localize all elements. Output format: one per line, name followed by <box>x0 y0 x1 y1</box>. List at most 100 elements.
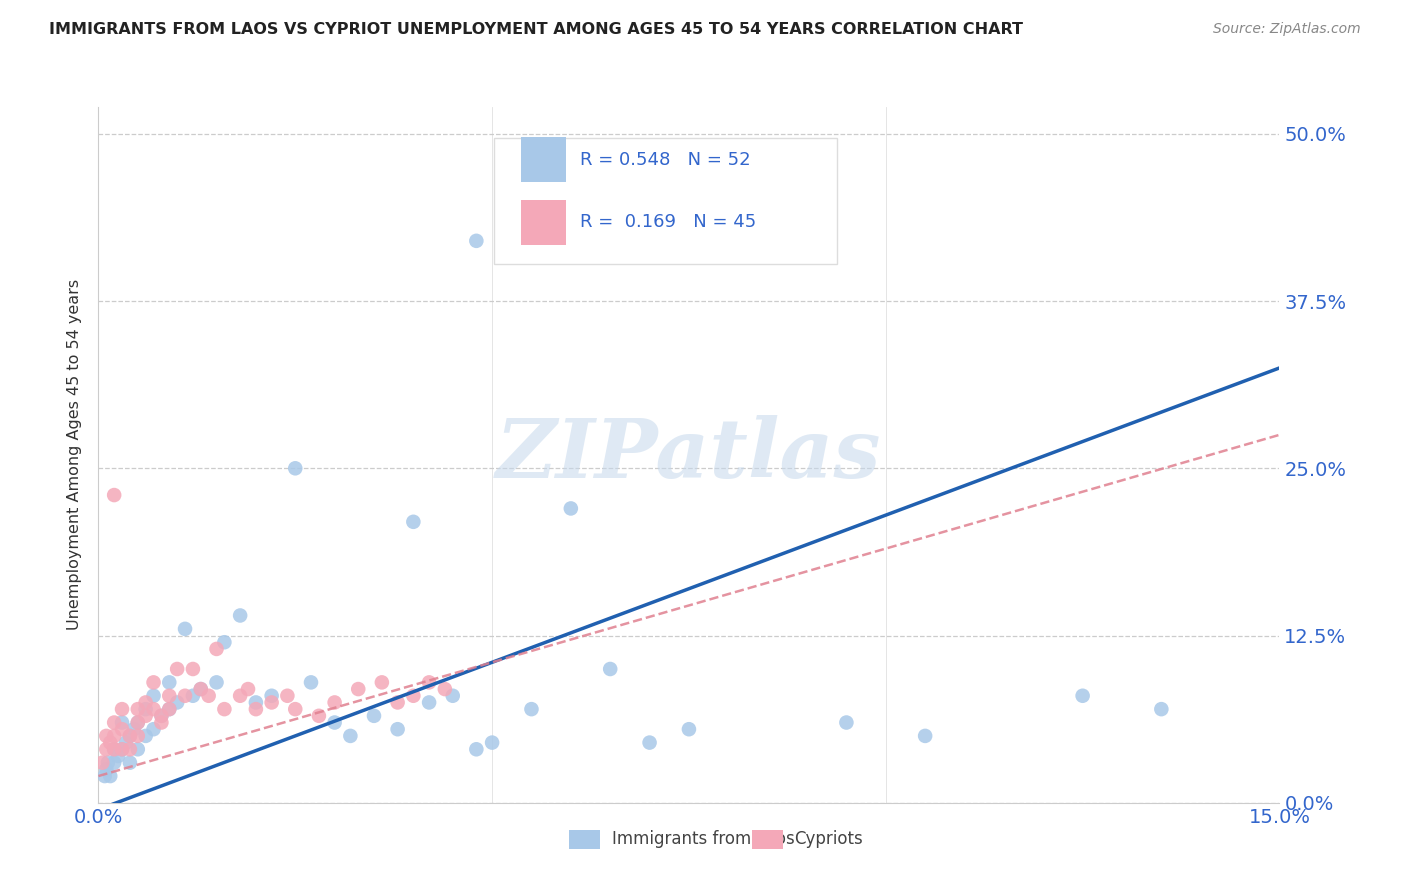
Point <box>520 702 543 716</box>
Point <box>260 696 283 710</box>
Point <box>245 702 267 716</box>
Point <box>157 689 180 703</box>
Point <box>347 681 370 696</box>
Point <box>157 702 180 716</box>
Point <box>214 702 236 716</box>
Text: Source: ZipAtlas.com: Source: ZipAtlas.com <box>1213 22 1361 37</box>
Text: Cypriots: Cypriots <box>794 830 863 848</box>
Point <box>150 708 173 723</box>
Point <box>214 635 236 649</box>
Point <box>284 461 307 475</box>
Point <box>150 715 173 730</box>
Point <box>118 729 141 743</box>
Point <box>560 501 582 516</box>
Y-axis label: Unemployment Among Ages 45 to 54 years: Unemployment Among Ages 45 to 54 years <box>66 279 82 631</box>
Point <box>118 756 141 770</box>
FancyBboxPatch shape <box>522 137 567 182</box>
Point <box>107 749 129 764</box>
Point <box>96 762 118 776</box>
Point <box>103 488 125 502</box>
Point <box>276 689 298 703</box>
Point <box>97 756 120 770</box>
Point <box>157 702 180 716</box>
Point <box>481 735 503 749</box>
Point <box>111 742 134 756</box>
Point <box>229 689 252 703</box>
Point <box>323 696 346 710</box>
FancyBboxPatch shape <box>494 138 837 263</box>
Text: IMMIGRANTS FROM LAOS VS CYPRIOT UNEMPLOYMENT AMONG AGES 45 TO 54 YEARS CORRELATI: IMMIGRANTS FROM LAOS VS CYPRIOT UNEMPLOY… <box>49 22 1024 37</box>
Point <box>599 662 621 676</box>
Point <box>103 742 125 756</box>
Point <box>127 742 149 756</box>
Point <box>441 689 464 703</box>
Point <box>122 723 145 737</box>
Point <box>166 662 188 676</box>
Point <box>339 729 361 743</box>
Point <box>103 729 125 743</box>
Point <box>260 689 283 703</box>
Point <box>181 662 204 676</box>
Point <box>190 681 212 696</box>
Point <box>103 715 125 730</box>
Point <box>111 723 134 737</box>
Point <box>127 715 149 730</box>
Point <box>371 675 394 690</box>
Point <box>115 735 138 749</box>
Point <box>98 769 121 783</box>
Point <box>914 729 936 743</box>
Point <box>190 681 212 696</box>
Point <box>174 689 197 703</box>
Point <box>118 729 141 743</box>
Point <box>96 729 118 743</box>
Point <box>363 708 385 723</box>
Point <box>142 723 165 737</box>
Point <box>142 689 165 703</box>
Point <box>197 689 219 703</box>
Point <box>323 715 346 730</box>
Point <box>245 696 267 710</box>
Point <box>418 675 440 690</box>
Point <box>299 675 322 690</box>
Point <box>142 702 165 716</box>
Point <box>111 702 134 716</box>
Point <box>103 742 125 756</box>
Point <box>402 689 425 703</box>
Point <box>387 696 409 710</box>
Point <box>465 742 488 756</box>
Point <box>127 729 149 743</box>
Point <box>135 729 157 743</box>
Point <box>308 708 330 723</box>
Point <box>465 234 488 248</box>
Point <box>150 708 173 723</box>
Point <box>387 723 409 737</box>
Text: Immigrants from Laos: Immigrants from Laos <box>612 830 794 848</box>
Point <box>166 696 188 710</box>
Point <box>402 515 425 529</box>
Point <box>638 735 661 749</box>
Point <box>157 675 180 690</box>
Point <box>127 715 149 730</box>
Point <box>111 715 134 730</box>
Point <box>1150 702 1173 716</box>
Text: R = 0.548   N = 52: R = 0.548 N = 52 <box>581 151 751 169</box>
Point <box>433 681 456 696</box>
FancyBboxPatch shape <box>522 200 567 244</box>
Point <box>835 715 858 730</box>
Point <box>181 689 204 703</box>
Point <box>111 742 134 756</box>
Point <box>205 642 228 657</box>
Point <box>135 702 157 716</box>
Point <box>135 696 157 710</box>
Point <box>118 742 141 756</box>
Point <box>174 622 197 636</box>
Text: ZIPatlas: ZIPatlas <box>496 415 882 495</box>
Point <box>103 756 125 770</box>
Text: R =  0.169   N = 45: R = 0.169 N = 45 <box>581 213 756 231</box>
Point <box>229 608 252 623</box>
Point <box>91 756 114 770</box>
Point <box>127 702 149 716</box>
Point <box>236 681 259 696</box>
Point <box>96 742 118 756</box>
Point <box>1071 689 1094 703</box>
